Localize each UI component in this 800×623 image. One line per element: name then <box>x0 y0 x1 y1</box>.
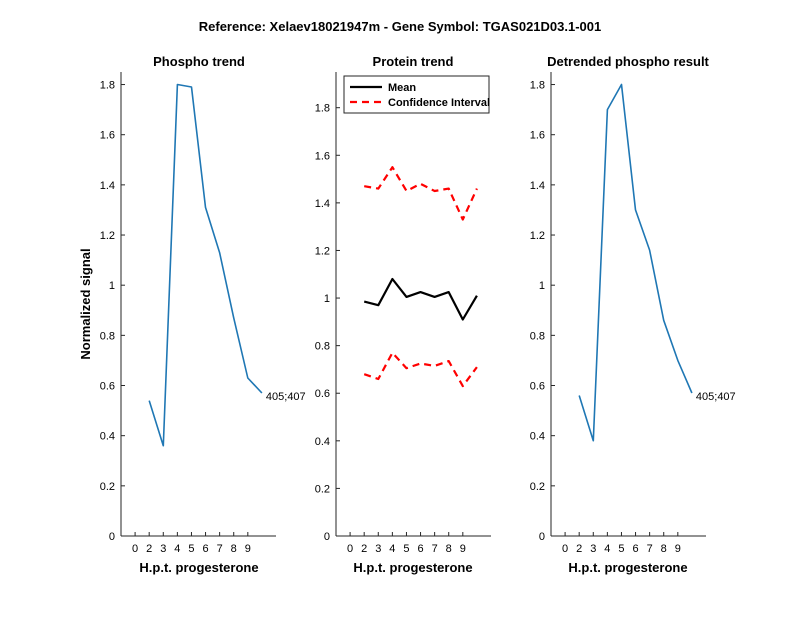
x-tick-label: 2 <box>576 543 582 555</box>
protein-trend-panel: Protein trend H.p.t. progesterone 0 0.2 0.… <box>315 54 491 575</box>
y-tick-label: 1.2 <box>100 230 115 242</box>
y-tick-label: 0.4 <box>530 431 545 443</box>
x-tick-label: 5 <box>188 543 194 555</box>
y-tick-label: 0 <box>324 531 330 543</box>
x-tick-label: 5 <box>618 543 624 555</box>
x-tick-label: 8 <box>661 543 667 555</box>
x-tick-label: 8 <box>446 543 452 555</box>
y-axis-label: Normalized signal <box>78 248 93 359</box>
y-tick-label: 0.6 <box>100 381 115 393</box>
y-tick-label: 0.4 <box>315 436 330 448</box>
x-tick-label: 4 <box>604 543 610 555</box>
x-tick-label: 4 <box>174 543 180 555</box>
x-tick-label: 6 <box>417 543 423 555</box>
x-tick-label: 9 <box>675 543 681 555</box>
y-tick-label: 1.4 <box>100 180 115 192</box>
confidence-interval-line <box>363 351 478 388</box>
x-tick-label: 6 <box>632 543 638 555</box>
y-tick-label: 0.2 <box>530 481 545 493</box>
detrended-phospho-panel: Detrended phospho result H.p.t. progeste… <box>530 54 736 575</box>
x-tick-label: 3 <box>160 543 166 555</box>
x-axis-label: H.p.t. progesterone <box>568 560 687 575</box>
point-annotation: 405;407 <box>696 391 736 403</box>
x-tick-label: 2 <box>361 543 367 555</box>
y-tick-label: 1.8 <box>315 103 330 115</box>
series-line <box>148 83 263 447</box>
y-tick-label: 1.8 <box>100 80 115 92</box>
panel-title: Phospho trend <box>153 54 245 69</box>
x-tick-label: 5 <box>403 543 409 555</box>
y-tick-label: 0 <box>109 531 115 543</box>
x-tick-label: 9 <box>245 543 251 555</box>
mean-line <box>363 277 478 321</box>
x-tick-label: 7 <box>432 543 438 555</box>
x-axis-label: H.p.t. progesterone <box>139 560 258 575</box>
confidence-interval-line <box>364 166 478 221</box>
panel-title: Detrended phospho result <box>547 54 709 69</box>
panel-title: Protein trend <box>373 54 454 69</box>
x-tick-label: 7 <box>217 543 223 555</box>
y-tick-label: 1.2 <box>315 245 330 257</box>
y-tick-label: 0.8 <box>100 330 115 342</box>
x-tick-label: 8 <box>231 543 237 555</box>
figure-suptitle: Reference: Xelaev18021947m - Gene Symbol… <box>199 19 602 34</box>
y-tick-label: 0.6 <box>315 388 330 400</box>
y-tick-label: 1 <box>324 293 330 305</box>
x-tick-label: 4 <box>389 543 395 555</box>
y-tick-label: 0 <box>539 531 545 543</box>
y-tick-label: 0.8 <box>315 341 330 353</box>
x-tick-label: 0 <box>132 543 138 555</box>
x-tick-label: 7 <box>647 543 653 555</box>
legend-entry-label: Confidence Interval <box>388 97 490 109</box>
x-tick-label: 9 <box>460 543 466 555</box>
x-axis-label: H.p.t. progesterone <box>353 560 472 575</box>
point-annotation: 405;407 <box>266 391 306 403</box>
legend-box <box>343 75 490 114</box>
phospho-trend-panel: Phospho trend H.p.t. progesterone Normal… <box>78 54 306 575</box>
y-tick-label: 0.4 <box>100 431 115 443</box>
y-tick-label: 0.2 <box>315 483 330 495</box>
legend-entry-label: Mean <box>388 82 416 94</box>
x-tick-label: 2 <box>146 543 152 555</box>
y-tick-label: 1.6 <box>315 150 330 162</box>
y-tick-label: 1.8 <box>530 80 545 92</box>
y-tick-label: 1.6 <box>100 130 115 142</box>
x-tick-label: 0 <box>347 543 353 555</box>
series-line <box>578 83 693 442</box>
y-tick-label: 1 <box>539 280 545 292</box>
y-tick-label: 1.4 <box>530 180 545 192</box>
y-tick-label: 0.2 <box>100 481 115 493</box>
y-tick-label: 0.6 <box>530 381 545 393</box>
y-tick-label: 1.2 <box>530 230 545 242</box>
x-tick-label: 3 <box>375 543 381 555</box>
x-tick-label: 3 <box>590 543 596 555</box>
y-tick-label: 0.8 <box>530 330 545 342</box>
x-tick-label: 0 <box>562 543 568 555</box>
x-tick-label: 6 <box>202 543 208 555</box>
y-tick-label: 1 <box>109 280 115 292</box>
y-tick-label: 1.4 <box>315 198 330 210</box>
y-tick-label: 1.6 <box>530 130 545 142</box>
